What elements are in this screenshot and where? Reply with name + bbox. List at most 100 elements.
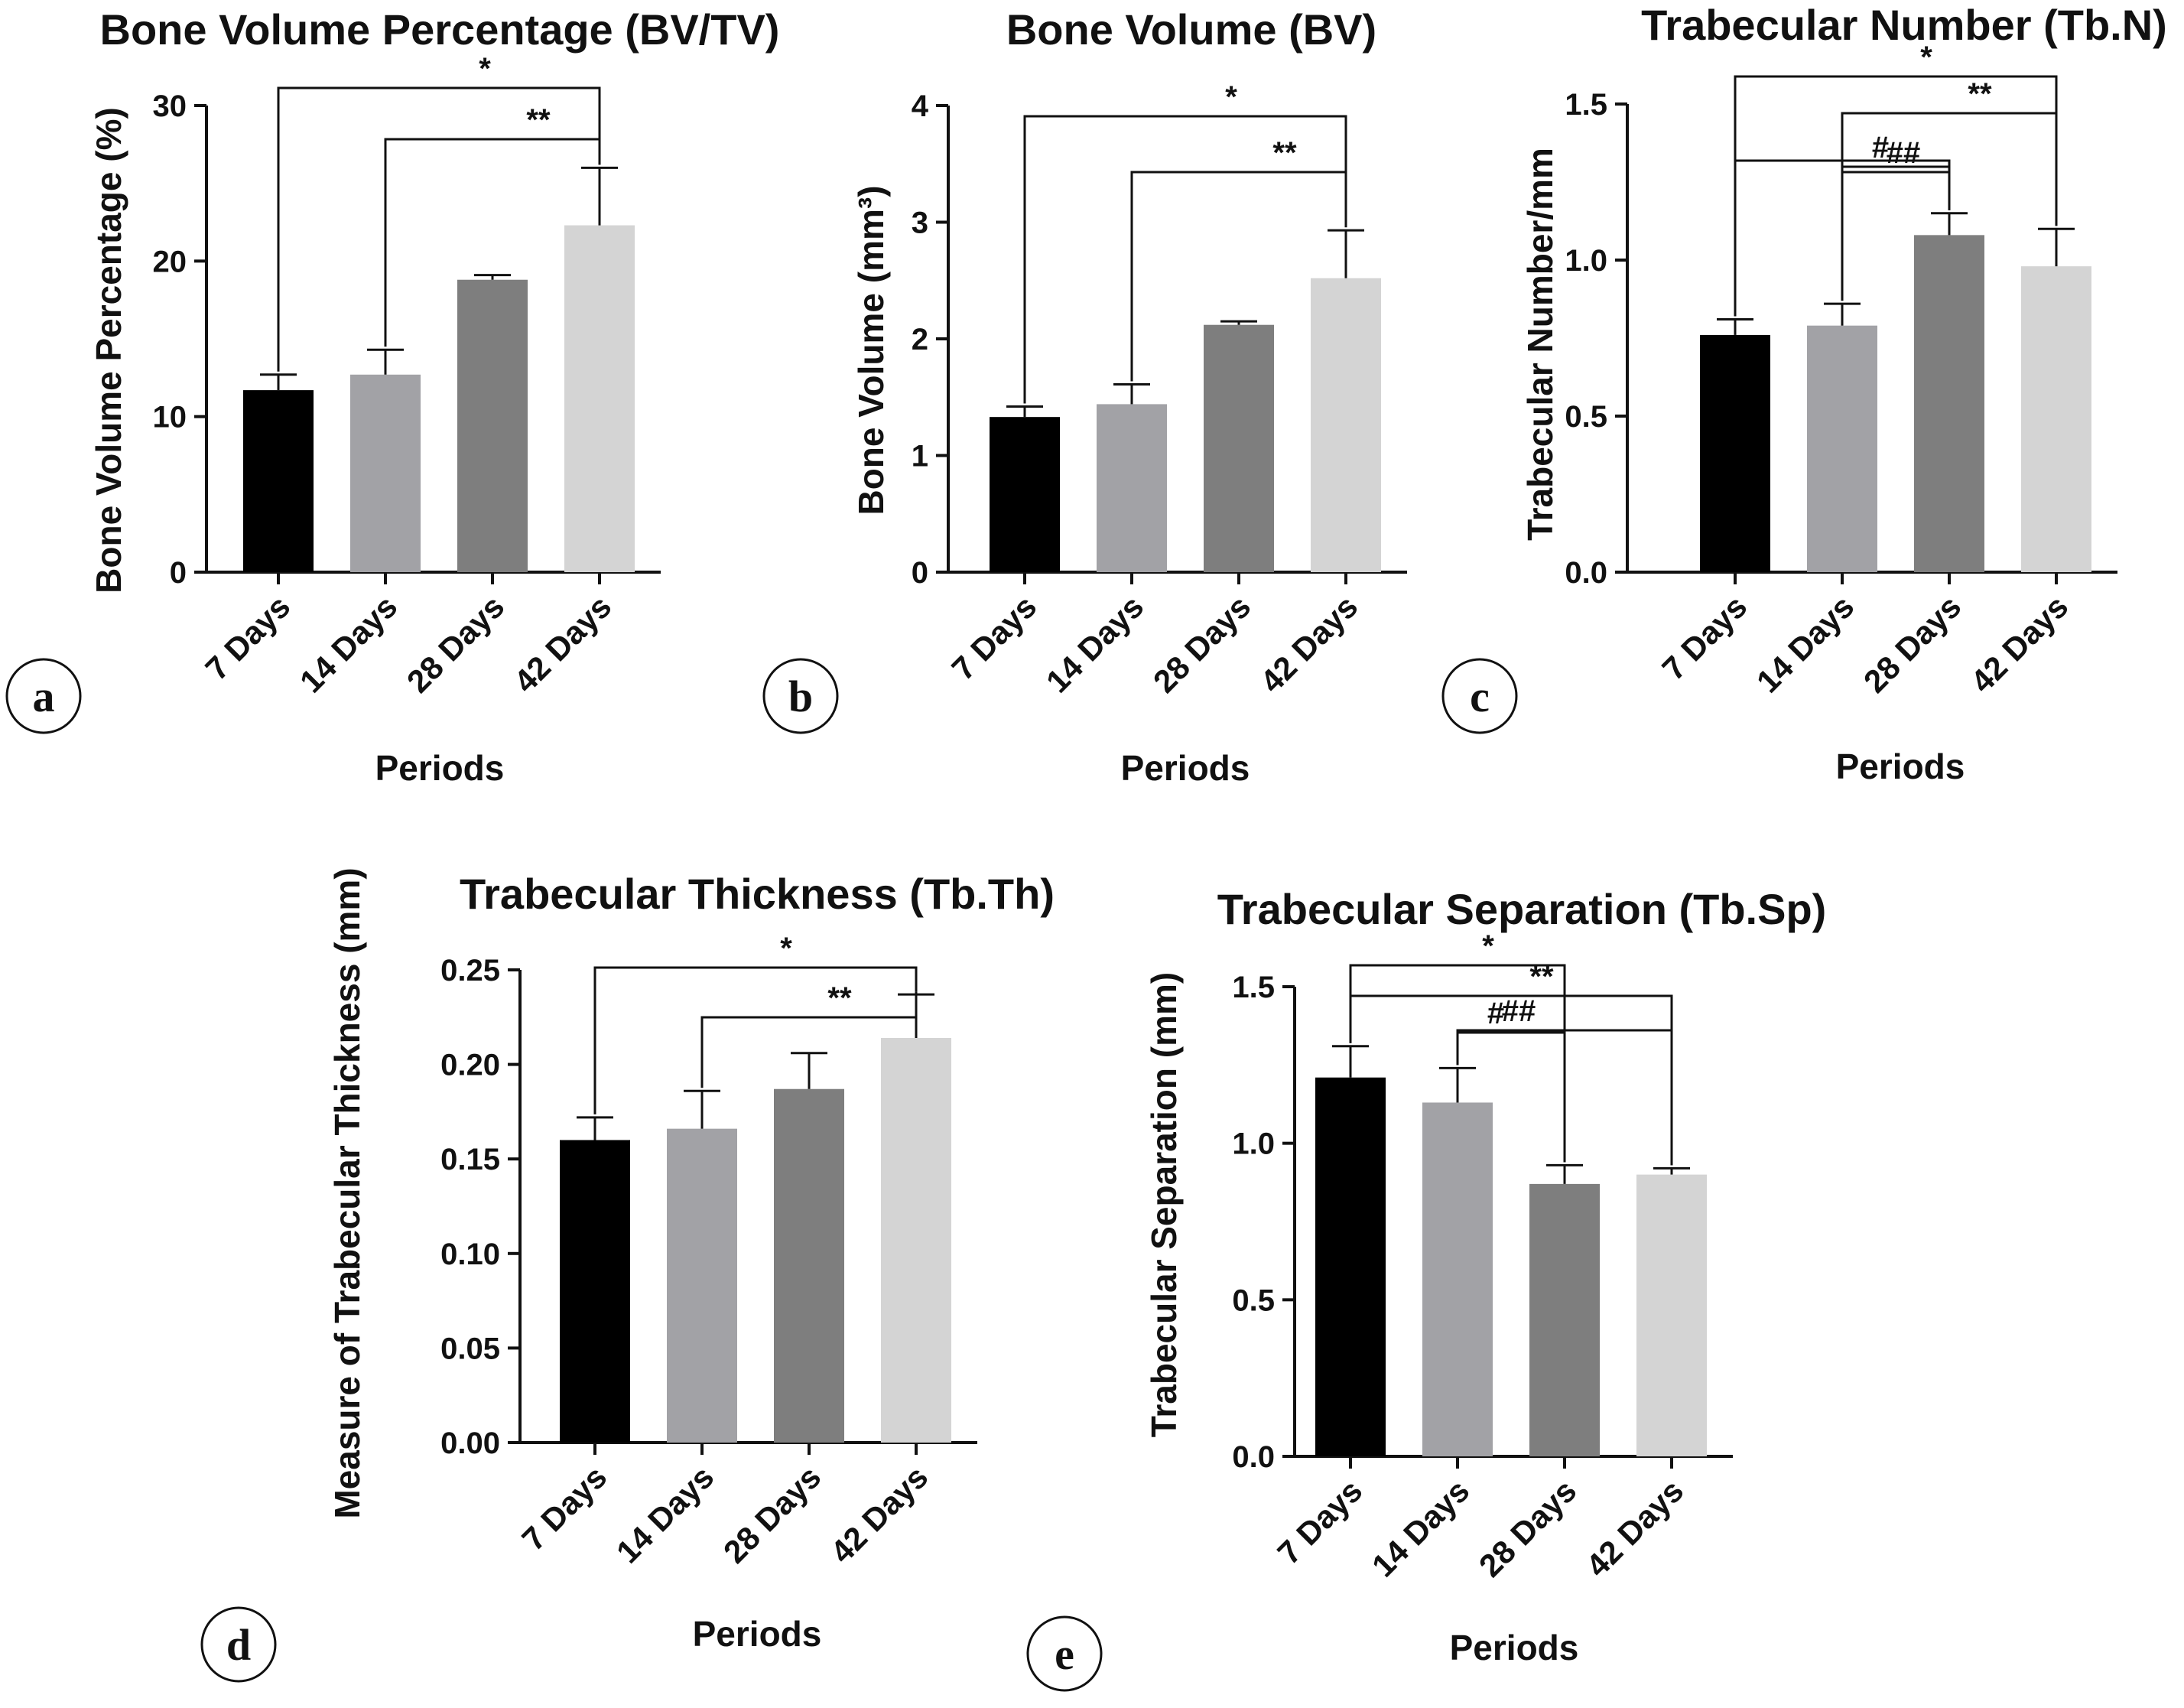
panel-b: Bone Volume (BV) Bone Volume (mm³) Perio… — [762, 5, 1407, 788]
panel-e-bar — [1636, 1174, 1707, 1456]
panel-d-y-tick-label: 0.00 — [440, 1427, 500, 1460]
panel-c-category-label: 14 Days — [1750, 588, 1861, 700]
panel-c-y-tick-label: 0.0 — [1565, 556, 1607, 590]
panel-e-xlabel: Periods — [1450, 1628, 1579, 1667]
panel-e-ylabel: Trabecular Separation (mm) — [1144, 972, 1184, 1437]
panel-c-letter-badge: c — [1441, 658, 1518, 734]
panel-d-y-tick-label: 0.15 — [440, 1143, 500, 1176]
panel-d-title: Trabecular Thickness (Tb.Th) — [460, 870, 1055, 918]
panel-b-bar — [1311, 278, 1381, 572]
panel-d-bar — [667, 1128, 737, 1443]
panel-c-letter: c — [1470, 672, 1490, 721]
panel-b-category-label: 28 Days — [1146, 588, 1258, 700]
panel-c-title: Trabecular Number (Tb.N) — [1641, 1, 2167, 49]
panel-c-category-label: 28 Days — [1857, 588, 1968, 700]
panel-b-bar — [1204, 324, 1274, 572]
panel-e-significance-label: # — [1487, 997, 1504, 1030]
panel-a-significance-label: * — [479, 52, 491, 86]
panel-c-y-tick-label: 1.5 — [1565, 88, 1607, 122]
panel-e-letter-circle — [1026, 1615, 1103, 1692]
panel-c-bar — [1700, 334, 1770, 572]
panel-e-significance-bracket — [1456, 1031, 1566, 1163]
panel-b-significance-bracket — [1023, 115, 1347, 404]
panel-a-significance-bracket — [384, 138, 601, 347]
panel-d-bar — [881, 1037, 951, 1443]
panel-b-significance-label: ** — [1272, 136, 1297, 170]
panel-a-bar — [243, 390, 314, 572]
panel-d-category-label: 28 Days — [717, 1459, 828, 1570]
panel-d-category-label: 42 Days — [824, 1459, 935, 1570]
panel-a-y-tick-label: 0 — [170, 556, 187, 590]
panel-a-y-tick-label: 20 — [153, 245, 187, 278]
panel-e-y-tick-label: 1.0 — [1232, 1127, 1275, 1161]
panel-b-letter-badge: b — [762, 658, 839, 734]
panel-e-significance-label: ** — [1529, 960, 1554, 994]
panel-d-y-tick-label: 0.20 — [440, 1049, 500, 1082]
panel-e-letter: e — [1055, 1629, 1074, 1679]
panel-c-y-tick-label: 1.0 — [1565, 244, 1607, 278]
panel-b-category-label: 14 Days — [1039, 588, 1151, 700]
panel-c-bar — [1914, 235, 1984, 572]
panel-a-category-label: 28 Days — [400, 588, 512, 700]
panel-d-category-label: 7 Days — [515, 1459, 613, 1557]
panel-c-letter-circle — [1441, 658, 1518, 734]
panel-e-y-tick-label: 1.5 — [1232, 971, 1275, 1004]
panel-e-significance-label: * — [1482, 929, 1494, 963]
panel-e-y-tick-label: 0.5 — [1232, 1283, 1275, 1317]
panel-d-ylabel: Measure of Trabecular Thickness (mm) — [327, 867, 367, 1518]
panel-d-y-tick-label: 0.05 — [440, 1332, 500, 1365]
panel-b-ylabel: Bone Volume (mm³) — [851, 185, 891, 515]
panel-c-bar — [1807, 325, 1877, 572]
panel-d-significance-bracket — [700, 991, 918, 1088]
panel-b-y-tick-label: 0 — [912, 556, 928, 590]
panel-a-significance-label: ** — [526, 103, 551, 137]
panel-a-letter: a — [33, 672, 55, 721]
panel-e-bar — [1315, 1077, 1386, 1456]
panel-d-category-label: 14 Days — [609, 1459, 721, 1570]
panel-d: Trabecular Thickness (Tb.Th) Measure of … — [200, 867, 1055, 1683]
panel-b-letter: b — [788, 672, 813, 721]
panel-d-bar — [560, 1140, 630, 1443]
panel-a-category-label: 14 Days — [293, 588, 405, 700]
panel-d-letter: d — [226, 1620, 251, 1670]
panel-a-category-label: 42 Days — [507, 588, 619, 700]
panel-e-category-label: 28 Days — [1472, 1472, 1584, 1584]
panel-a-bar — [350, 374, 421, 572]
panel-a-xlabel: Periods — [375, 748, 505, 788]
panel-d-significance-label: * — [780, 932, 792, 965]
panel-d-y-tick-label: 0.10 — [440, 1238, 500, 1271]
panel-d-significance-bracket — [593, 966, 918, 1114]
panel-a-letter-circle — [5, 658, 82, 734]
panel-c-xlabel: Periods — [1836, 747, 1965, 786]
panel-a-bar — [564, 225, 635, 572]
panel-a-bar — [457, 279, 528, 572]
panel-b-category-label: 42 Days — [1253, 588, 1365, 700]
panel-b-letter-circle — [762, 658, 839, 734]
panel-e-title: Trabecular Separation (Tb.Sp) — [1217, 885, 1827, 933]
panel-c-significance-label: * — [1920, 41, 1932, 74]
panel-d-letter-badge: d — [200, 1606, 277, 1683]
panel-c-category-label: 7 Days — [1655, 588, 1753, 687]
panel-c-bar — [2021, 266, 2091, 572]
panel-b-bar — [1097, 404, 1167, 572]
panel-e-category-label: 14 Days — [1365, 1472, 1477, 1584]
panel-c-significance-label: ## — [1887, 136, 1921, 170]
panel-d-significance-label: ** — [827, 981, 852, 1015]
panel-a: Bone Volume Percentage (BV/TV) Bone Volu… — [5, 5, 780, 788]
panel-b-title: Bone Volume (BV) — [1006, 5, 1376, 54]
panel-b-y-tick-label: 3 — [912, 207, 928, 240]
panel-a-significance-bracket — [277, 86, 601, 372]
panel-e-significance-label: ## — [1502, 994, 1536, 1028]
panel-e-category-label: 42 Days — [1579, 1472, 1691, 1584]
panel-b-y-tick-label: 4 — [912, 89, 929, 123]
panel-a-title: Bone Volume Percentage (BV/TV) — [100, 5, 780, 54]
panel-c-ylabel: Trabecular Number/mm — [1520, 148, 1560, 541]
panel-e-letter-badge: e — [1026, 1615, 1103, 1692]
panel-e-bar — [1422, 1102, 1493, 1456]
panel-a-ylabel: Bone Volume Percentage (%) — [89, 107, 128, 594]
